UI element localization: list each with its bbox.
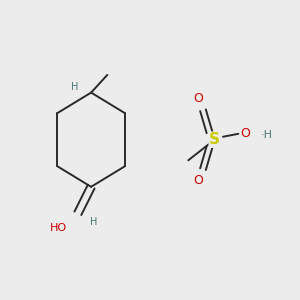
Text: S: S — [209, 132, 220, 147]
Text: H: H — [71, 82, 79, 92]
Text: O: O — [194, 174, 203, 187]
Text: O: O — [194, 92, 203, 105]
Text: O: O — [240, 127, 250, 140]
Text: H: H — [90, 217, 97, 227]
Text: ·H: ·H — [260, 130, 272, 140]
Text: HO: HO — [50, 223, 67, 233]
